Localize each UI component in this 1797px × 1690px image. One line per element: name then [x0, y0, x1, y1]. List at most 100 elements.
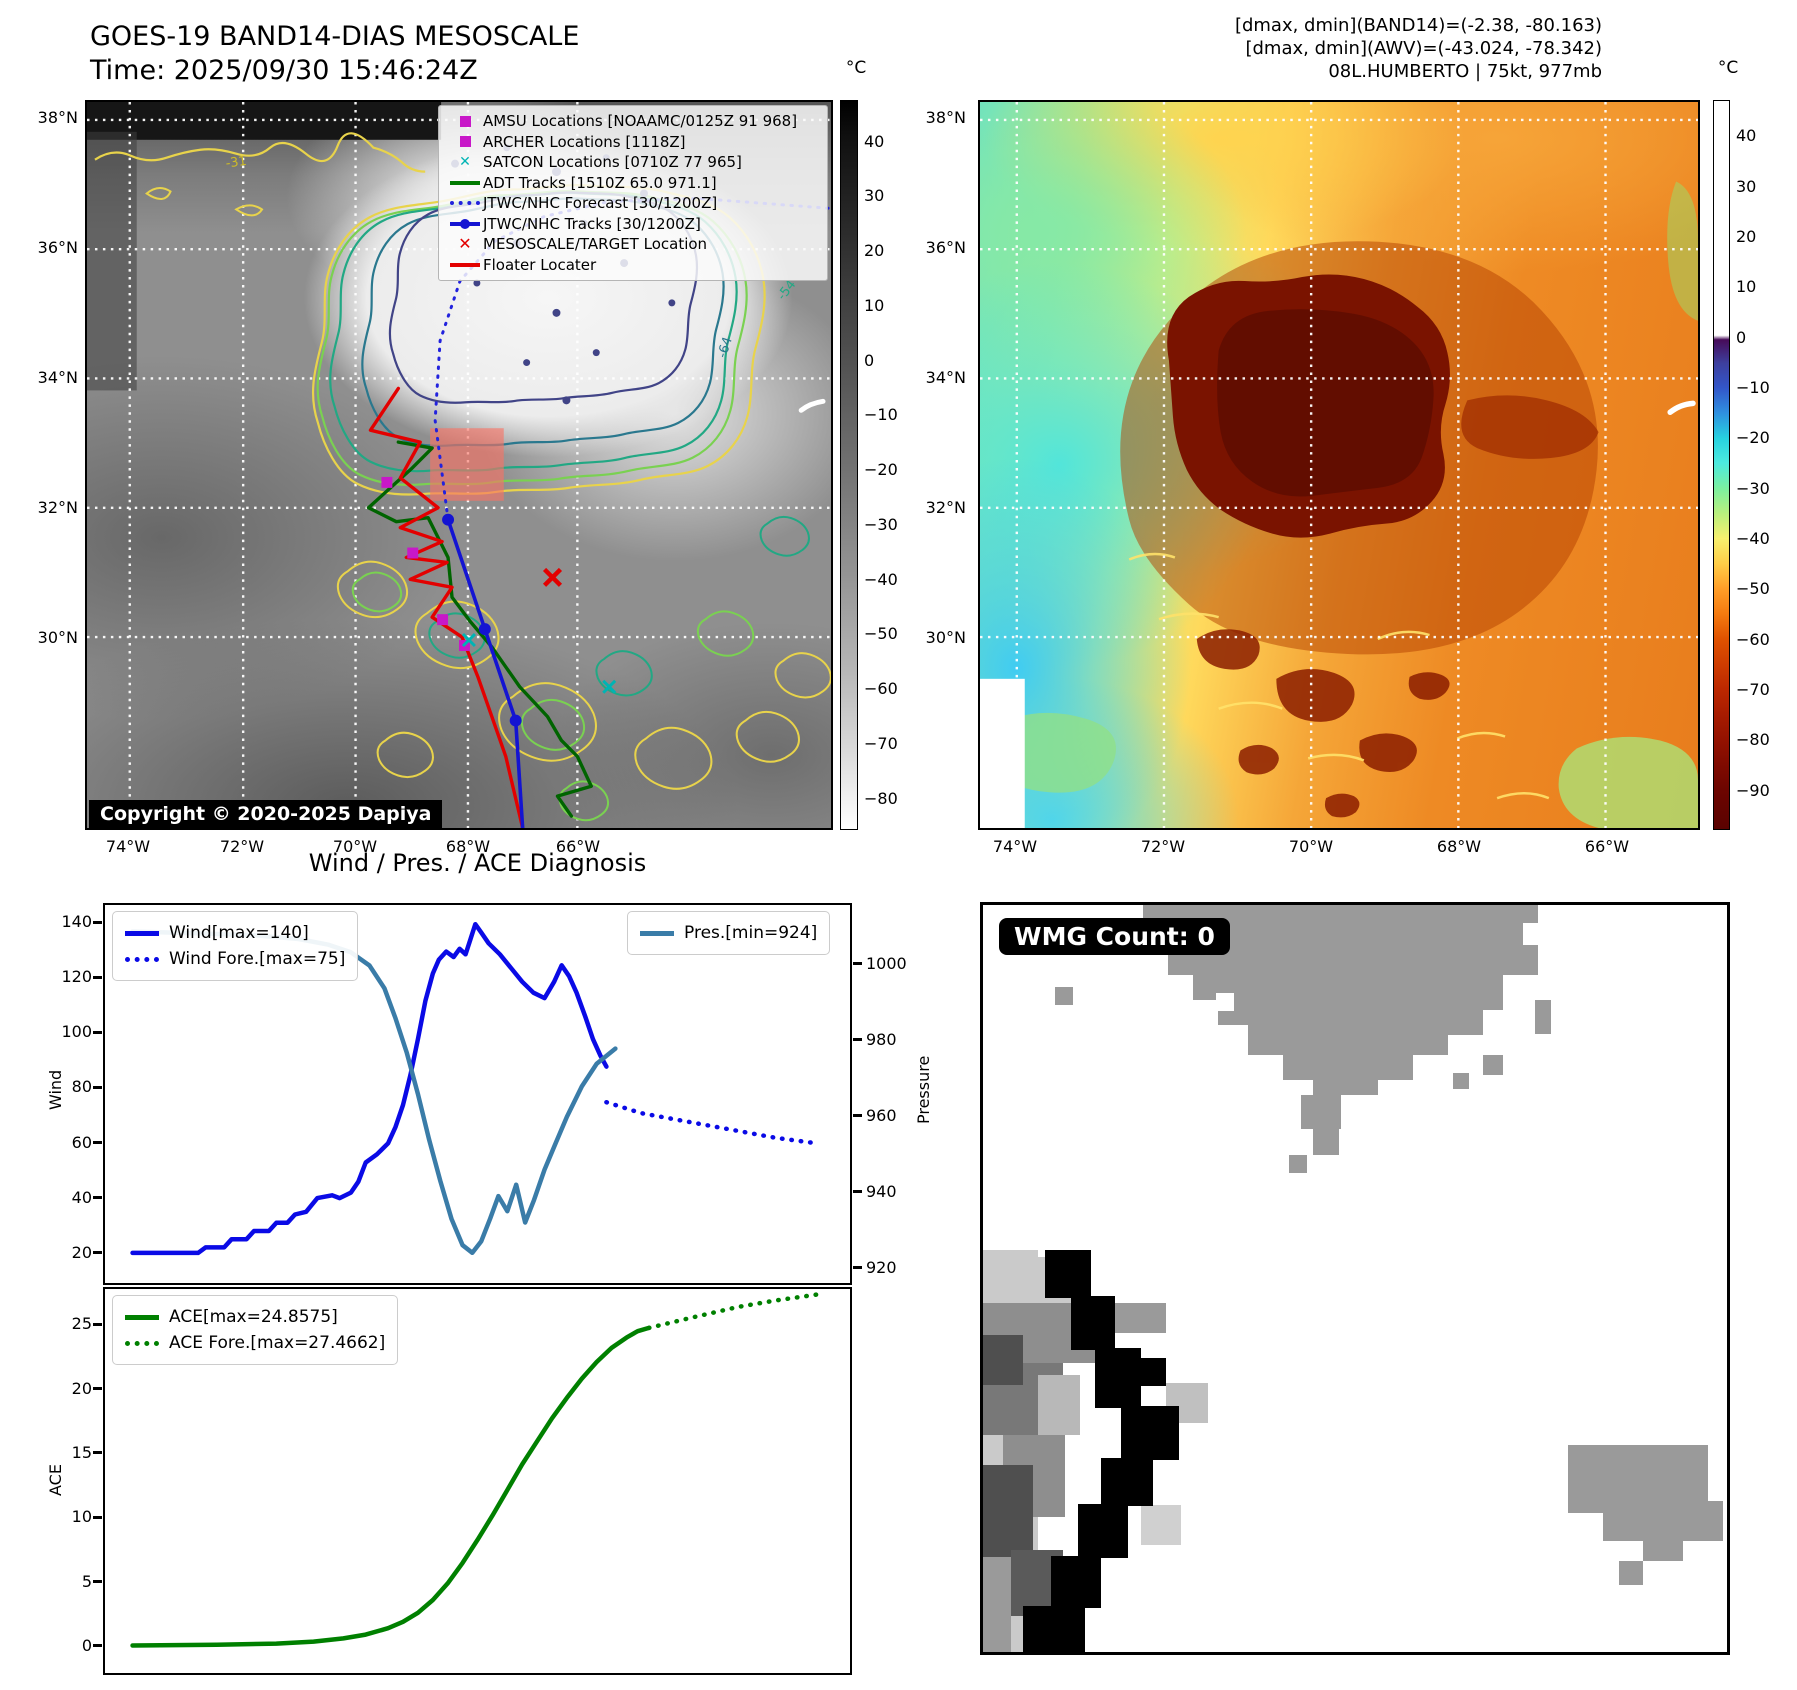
awv-colorbar-tick: −90	[1736, 780, 1770, 800]
legend-item-target: ✕ MESOSCALE/TARGET Location	[447, 234, 819, 255]
pressure-tick: 980	[866, 1029, 897, 1049]
lat-label: 38°N	[37, 108, 78, 127]
awv-colorbar-tick: 30	[1736, 176, 1757, 196]
magenta-square-icon	[447, 136, 483, 148]
lat-label: 34°N	[37, 368, 78, 387]
band14-colorbar-tick: 0	[864, 350, 875, 370]
band14-colorbar-tick: −60	[864, 679, 898, 699]
awv-map-panel	[978, 100, 1700, 830]
awv-colorbar-tick: −40	[1736, 529, 1770, 548]
copyright-badge: Copyright © 2020-2025 Dapiya	[89, 800, 443, 828]
wmg-bottom-left	[983, 1250, 1208, 1652]
blue-dotted-line-icon	[125, 956, 159, 962]
ace-tick-mark	[93, 1580, 102, 1584]
dry-tail	[1461, 395, 1599, 459]
dmax-dmin-awv: [dmax, dmin](AWV)=(-43.024, -78.342)	[1245, 38, 1602, 59]
band14-colorbar	[840, 100, 858, 830]
pressure-tick: 920	[866, 1257, 897, 1277]
awv-colorbar-tick: −50	[1736, 579, 1770, 599]
lon-label: 68°W	[1436, 837, 1482, 856]
wmg-bottom-right-blob	[1568, 1445, 1723, 1585]
map-time: Time: 2025/09/30 15:46:24Z	[90, 55, 478, 86]
lon-label: 72°W	[219, 837, 265, 856]
white-mark	[1667, 400, 1696, 416]
amsu-archer-markers	[381, 476, 470, 651]
wmg-pixels	[983, 905, 1723, 1652]
lon-label: 66°W	[555, 837, 601, 856]
chart-title: Wind / Pres. / ACE Diagnosis	[308, 849, 647, 877]
dry-slot-darkest	[1217, 309, 1434, 497]
wmg-panel: WMG Count: 0	[980, 902, 1730, 1655]
ace-legend-forecast: ACE Fore.[max=27.4662]	[125, 1330, 385, 1356]
pressure-legend: Pres.[min=924]	[627, 911, 831, 955]
awv-colorbar-tick: 40	[1736, 126, 1757, 146]
storm-status: 08L.HUMBERTO | 75kt, 977mb	[1328, 61, 1602, 82]
awv-colorbar-tick: 10	[1736, 277, 1757, 297]
mesoscale-target-box	[430, 428, 504, 501]
dmax-dmin-band14: [dmax, dmin](BAND14)=(-2.38, -80.163)	[1234, 15, 1602, 36]
ace-tick: 15	[71, 1442, 92, 1462]
ace-tick: 20	[71, 1378, 92, 1398]
satcon-markers	[461, 633, 617, 694]
band14-colorbar-title: °C	[845, 58, 867, 78]
legend-item-amsu: AMSU Locations [NOAAMC/0125Z 91 968]	[447, 111, 819, 132]
band14-colorbar-tick: 40	[864, 131, 885, 151]
wind-legend: Wind[max=140] Wind Fore.[max=75]	[112, 911, 359, 981]
legend-item-archer: ARCHER Locations [1118Z]	[447, 132, 819, 153]
red-line-icon	[447, 262, 483, 267]
lon-label: 72°W	[1140, 837, 1186, 856]
lon-label: 74°W	[992, 837, 1038, 856]
dark-patches	[1196, 629, 1450, 818]
band14-colorbar-tick: 30	[864, 186, 885, 206]
wmg-gray-mass	[1055, 905, 1551, 1173]
green-line-icon	[447, 180, 483, 185]
legend-item-satcon: ✕ SATCON Locations [0710Z 77 965]	[447, 152, 819, 173]
lat-label: 32°N	[37, 498, 78, 517]
contour-label-64: -64	[715, 335, 736, 360]
ace-series	[130, 1292, 819, 1648]
lon-label: 70°W	[332, 837, 378, 856]
ace-tick: 10	[71, 1507, 92, 1527]
band14-colorbar-tick: −50	[864, 624, 898, 644]
figure-title-block: GOES-19 BAND14-DIAS MESOSCALE Time: 2025…	[90, 20, 579, 88]
awv-colorbar-tick: −80	[1736, 730, 1770, 750]
series-ACE Fore.[max=27.4662]	[646, 1292, 819, 1331]
ace-tick-mark	[93, 1322, 102, 1326]
lat-label: 32°N	[925, 498, 966, 517]
awv-map-overlay	[980, 102, 1698, 828]
ace-tick-mark	[93, 1451, 102, 1455]
floater-track	[368, 386, 525, 828]
band14-colorbar-tick: −30	[864, 514, 898, 534]
green-dotted-line-icon	[125, 1340, 159, 1346]
wind-tick-mark	[93, 1251, 102, 1255]
wind-tick: 20	[71, 1242, 92, 1262]
ace-tick: 0	[81, 1635, 92, 1655]
lat-label: 36°N	[37, 238, 78, 257]
grid-lines	[980, 102, 1698, 828]
pressure-tick-mark	[853, 1190, 862, 1194]
ace-legend: ACE[max=24.8575] ACE Fore.[max=27.4662]	[112, 1295, 399, 1365]
pressure-tick: 940	[866, 1181, 897, 1201]
ace-tick: 5	[81, 1571, 92, 1591]
band14-colorbar-tick: 20	[864, 241, 885, 261]
wind-tick-mark	[93, 975, 102, 979]
lat-label: 36°N	[925, 238, 966, 257]
magenta-square-icon	[447, 115, 483, 127]
lat-label: 30°N	[37, 628, 78, 647]
no-data-notch	[980, 678, 1025, 828]
wind-tick-mark	[93, 1141, 102, 1145]
wind-tick-mark	[93, 920, 102, 924]
pressure-tick-mark	[853, 1114, 862, 1118]
wind-tick-mark	[93, 1196, 102, 1200]
white-mark	[798, 398, 826, 413]
lat-label: 34°N	[925, 368, 966, 387]
awv-colorbar-tick: −60	[1736, 629, 1770, 649]
cyan-x-icon: ✕	[459, 154, 471, 171]
ace-axis-label: ACE	[46, 1464, 65, 1496]
blue-dotted-line-icon	[447, 201, 483, 206]
adt-track	[366, 440, 593, 818]
steelblue-line-icon	[640, 930, 674, 936]
wind-tick-mark	[93, 1030, 102, 1034]
awv-colorbar-tick: −70	[1736, 680, 1770, 700]
